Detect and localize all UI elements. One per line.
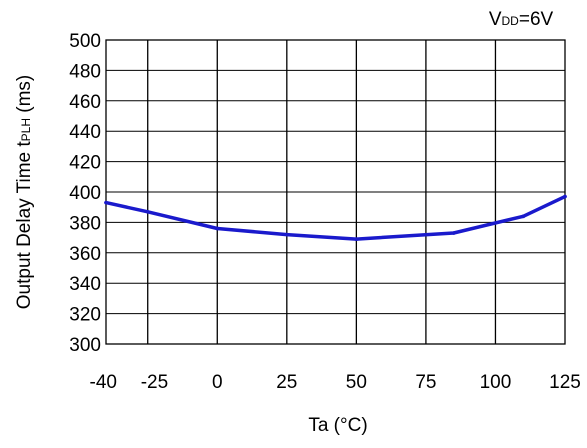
data-point [145, 209, 150, 214]
data-point [451, 231, 456, 235]
data-point [215, 226, 220, 231]
y-tick-label: 340 [69, 274, 101, 295]
x-tick-label: 125 [549, 372, 581, 393]
y-tick-label: 420 [69, 153, 101, 174]
x-tick-label: 100 [480, 372, 512, 393]
data-point [104, 200, 108, 205]
grid [106, 40, 565, 344]
y-axis-title: Output Delay Time tPLH (ms) [14, 75, 35, 310]
y-tick-label: 300 [69, 335, 101, 356]
series [104, 194, 567, 241]
y-tick-label: 400 [69, 183, 101, 204]
x-tick-label: 75 [415, 372, 436, 393]
x-axis-title: Ta (°C) [308, 415, 367, 436]
x-tick-label: 50 [346, 372, 367, 393]
y-tick-label: 440 [69, 122, 101, 143]
x-tick-label: -25 [141, 372, 168, 393]
data-point [354, 237, 359, 241]
data-point [563, 194, 567, 199]
x-tick-label: -40 [90, 372, 117, 393]
y-tick-label: 460 [69, 92, 101, 113]
y-axis-ticks: 300 320 340 360 380 400 420 440 460 480 500 [69, 31, 101, 356]
y-tick-label: 500 [69, 31, 101, 52]
y-tick-label: 320 [69, 305, 101, 326]
data-point [285, 232, 289, 237]
y-tick-label: 380 [69, 213, 101, 234]
series-line [104, 194, 567, 241]
x-tick-label: 25 [276, 372, 297, 393]
y-tick-label: 480 [69, 61, 101, 82]
data-point [521, 214, 526, 219]
y-tick-label: 360 [69, 244, 101, 265]
x-tick-label: 0 [212, 372, 223, 393]
x-axis-ticks: -40 -25 0 25 50 75 100 125 [90, 372, 581, 393]
condition-label: VDD=6V [489, 9, 554, 30]
